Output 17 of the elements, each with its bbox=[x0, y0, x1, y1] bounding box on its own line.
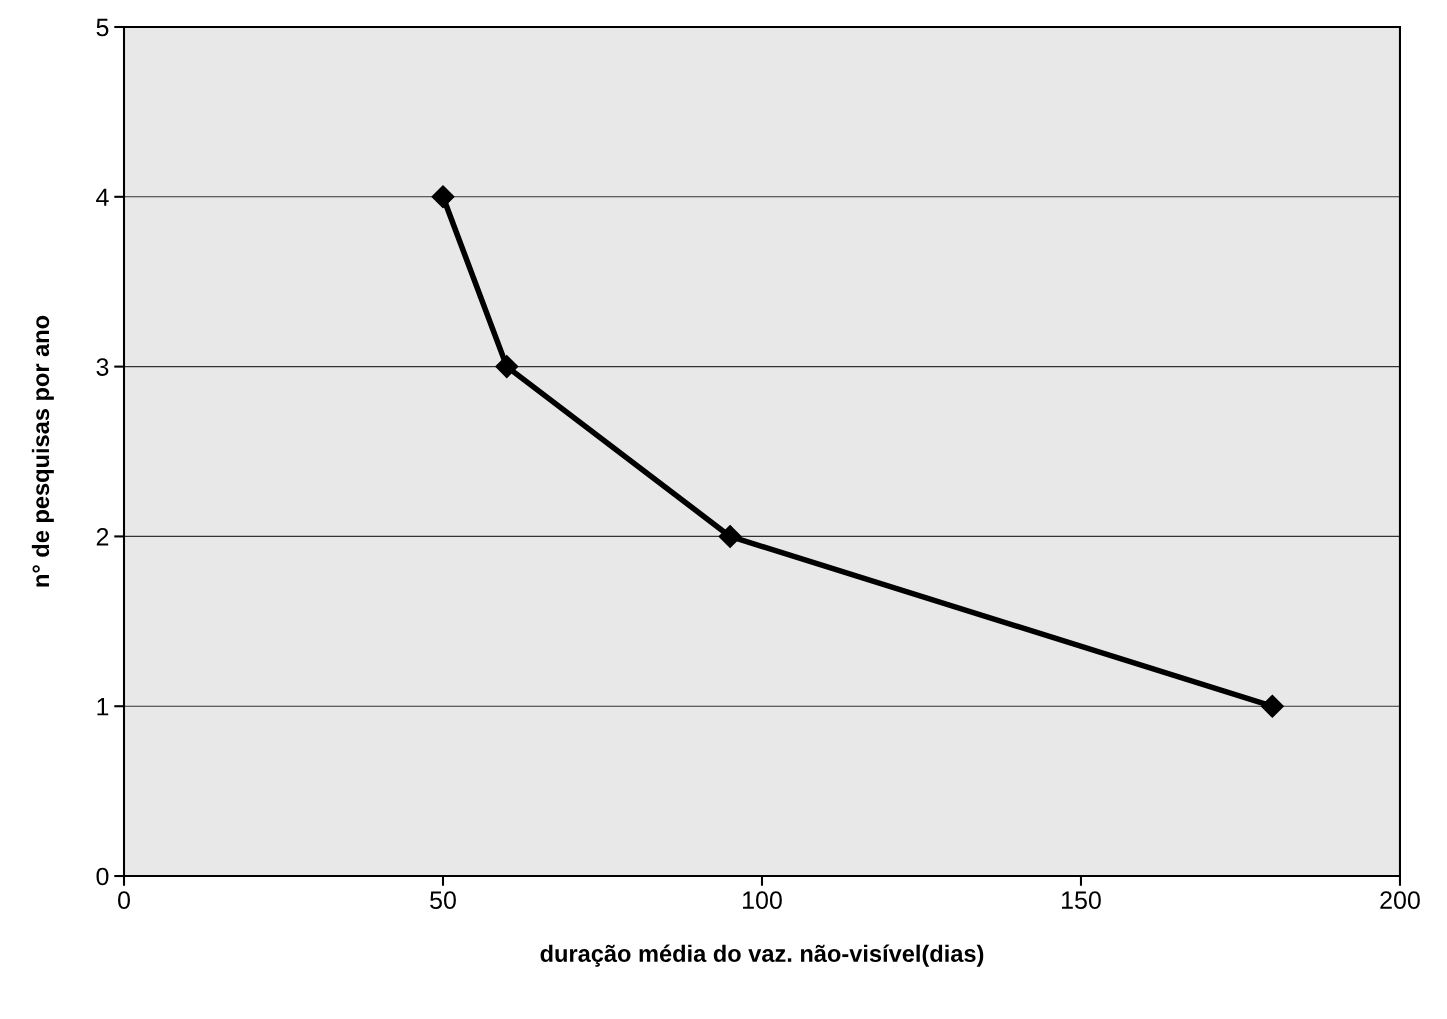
y-tick-label: 5 bbox=[96, 18, 109, 37]
x-axis-title: duração média do vaz. não-visível(dias) bbox=[540, 944, 984, 967]
point bbox=[1260, 694, 1284, 718]
y-axis-title: n° de pesquisas por ano bbox=[31, 315, 54, 587]
x-tick-label: 100 bbox=[743, 891, 782, 909]
x-tick-label: 200 bbox=[1380, 891, 1420, 909]
point bbox=[431, 185, 455, 209]
y-tick-label: 0 bbox=[96, 867, 109, 886]
y-tick-label: 2 bbox=[96, 528, 109, 546]
y-tick-label: 1 bbox=[97, 698, 109, 716]
point bbox=[495, 355, 519, 379]
x-tick-label: 0 bbox=[118, 891, 130, 909]
x-tick-label: 50 bbox=[430, 891, 456, 909]
y-tick-label: 3 bbox=[96, 358, 109, 376]
x-tick-label: 150 bbox=[1062, 891, 1101, 909]
point bbox=[718, 524, 742, 548]
y-tick-label: 4 bbox=[96, 188, 109, 206]
